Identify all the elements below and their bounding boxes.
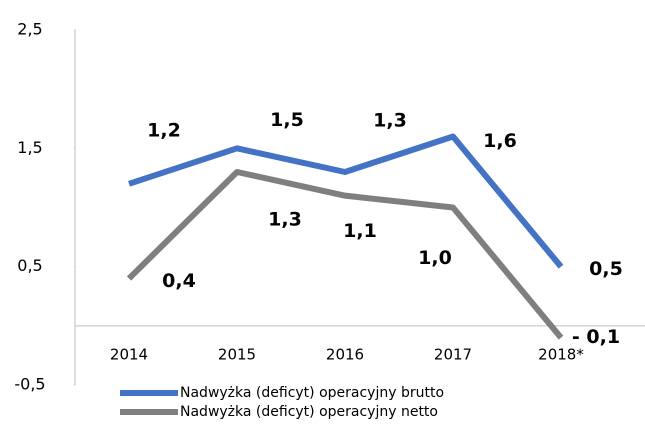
x-tick-label: 2014: [110, 345, 148, 363]
y-tick-label: 2,5: [17, 20, 42, 39]
x-tick-label: 2017: [434, 345, 472, 363]
y-tick-label: -0,5: [14, 375, 45, 394]
series-line: [128, 133, 564, 269]
y-tick-label: 0,5: [17, 256, 42, 275]
data-label: 1,1: [343, 220, 377, 242]
data-label: 1,3: [268, 209, 302, 231]
data-label: - 0,1: [572, 326, 620, 348]
x-tick-label: 2015: [218, 345, 256, 363]
legend-label: Nadwyżka (deficyt) operacyjny brutto: [180, 385, 444, 401]
x-tick-label: 2016: [326, 345, 364, 363]
legend-label: Nadwyżka (deficyt) operacyjny netto: [180, 404, 438, 420]
x-tick-label: 2018*: [538, 345, 584, 363]
data-label: 1,3: [373, 110, 407, 132]
data-label: 0,5: [589, 258, 623, 280]
data-label: 0,4: [162, 270, 196, 292]
data-label: 1,6: [483, 130, 517, 152]
data-label: 1,0: [418, 247, 452, 269]
y-tick-label: 1,5: [17, 138, 42, 157]
data-label: 1,5: [270, 109, 304, 131]
data-label: 1,2: [147, 119, 181, 141]
series-line: [126, 169, 564, 340]
